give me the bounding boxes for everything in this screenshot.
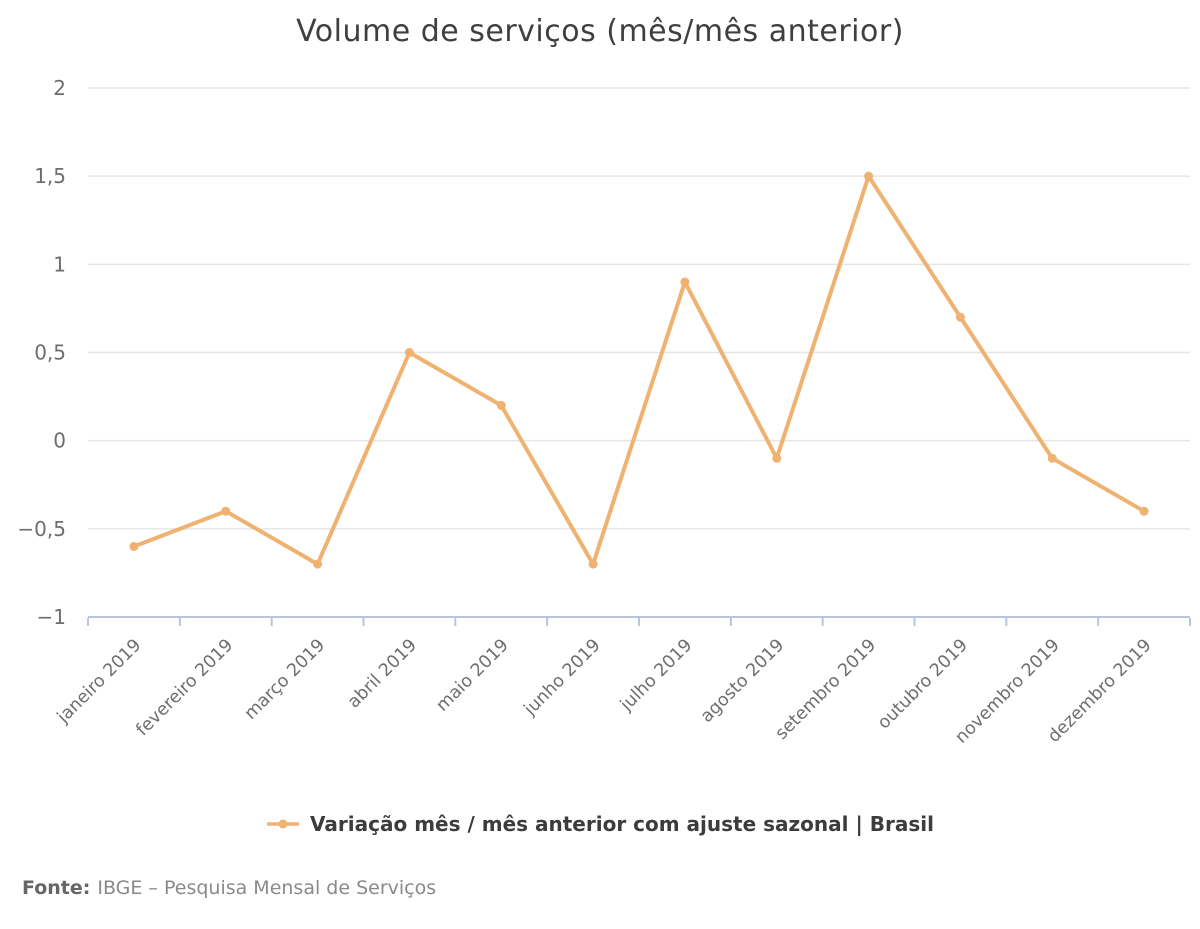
y-tick-label: 1,5	[34, 164, 66, 188]
y-tick-label: 0	[53, 429, 66, 453]
source-label: Fonte:	[22, 877, 91, 899]
chart-title: Volume de serviços (mês/mês anterior)	[296, 14, 904, 49]
data-point[interactable]	[588, 559, 598, 569]
x-tick-label: março 2019	[241, 635, 329, 723]
y-tick-label: −0,5	[17, 517, 66, 541]
data-point[interactable]	[496, 400, 506, 410]
x-tick-label: abril 2019	[344, 635, 421, 712]
legend-label: Variação mês / mês anterior com ajuste s…	[310, 812, 934, 836]
x-tick-label: outubro 2019	[874, 635, 972, 733]
data-point[interactable]	[955, 312, 965, 322]
data-point[interactable]	[864, 171, 874, 181]
data-point[interactable]	[1139, 506, 1149, 516]
x-tick-label: maio 2019	[433, 635, 513, 715]
x-tick-label: agosto 2019	[697, 635, 788, 726]
data-point[interactable]	[129, 541, 139, 551]
data-point[interactable]	[221, 506, 231, 516]
y-tick-label: −1	[37, 605, 66, 629]
y-tick-label: 0,5	[34, 341, 66, 365]
legend-line-marker-icon	[267, 819, 300, 829]
data-point[interactable]	[1047, 453, 1057, 463]
x-tick-label: junho 2019	[520, 635, 605, 720]
x-tick-label: julho 2019	[616, 635, 696, 715]
data-point[interactable]	[313, 559, 323, 569]
source-note: Fonte: IBGE – Pesquisa Mensal de Serviços	[22, 877, 436, 899]
source-text: IBGE – Pesquisa Mensal de Serviços	[97, 877, 437, 899]
data-point[interactable]	[680, 277, 690, 287]
x-tick-label: setembro 2019	[772, 635, 880, 743]
data-point[interactable]	[404, 348, 414, 357]
y-tick-label: 2	[53, 76, 66, 100]
legend-item[interactable]: Variação mês / mês anterior com ajuste s…	[0, 806, 1200, 842]
x-tick-label: fevereiro 2019	[133, 635, 238, 740]
y-tick-label: 1	[53, 252, 66, 276]
x-tick-label: janeiro 2019	[53, 635, 146, 728]
series-line	[131, 174, 1147, 567]
data-point[interactable]	[772, 453, 782, 463]
